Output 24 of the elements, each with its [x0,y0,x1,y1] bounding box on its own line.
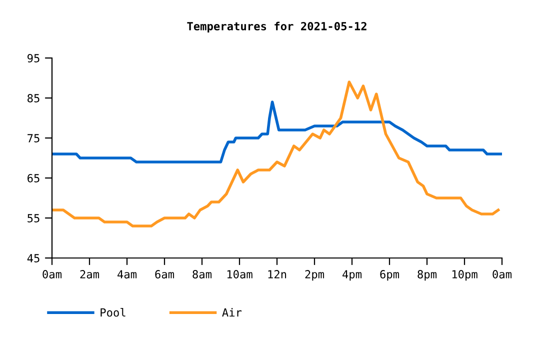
x-tick-label: 6am [155,270,174,278]
x-tick-label: 2am [80,270,100,278]
y-tick-label: 75 [28,134,40,142]
x-tick-label: 8pm [418,270,437,281]
y-tick-label: 45 [27,254,40,262]
x-tick-label: 4am [118,270,137,278]
x-tick-label: 6pm [380,270,400,281]
line-series [52,100,502,164]
y-tick-label: 95 [28,54,40,62]
chart-title: Temperatures for 2021-05-12 [187,22,366,33]
y-tick-label: 55 [28,214,40,222]
legend-label: Air [222,308,242,316]
x-tick-label: 10am [227,270,252,278]
x-tick-label: 0am [492,270,512,278]
x-tick-label: 12n [268,270,286,278]
legend-label: Pool [100,308,126,317]
line-series [52,80,500,228]
x-tick-label: 2pm [305,270,324,281]
x-tick-label: 8am [192,270,212,278]
x-tick-label: 0am [42,270,62,278]
x-tick-label: 4pm [342,270,362,281]
x-tick-label: 10pm [452,270,478,281]
y-tick-label: 65 [28,174,40,182]
y-tick-label: 85 [28,94,40,102]
